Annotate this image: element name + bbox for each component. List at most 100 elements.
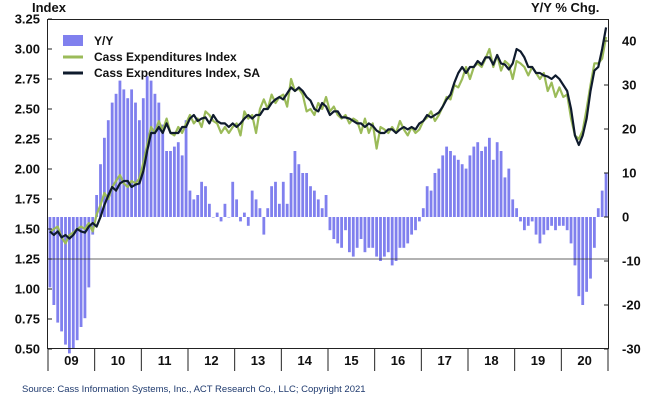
yy-bar <box>464 168 468 217</box>
yy-bar <box>91 217 95 235</box>
left-tick-label: 2.75 <box>15 72 40 87</box>
yy-bar <box>204 186 207 217</box>
yy-bar <box>503 177 507 217</box>
left-axis-title: Index <box>32 0 67 15</box>
yy-bar <box>557 217 561 226</box>
yy-bar <box>102 137 106 217</box>
right-tick-label: -20 <box>622 298 641 313</box>
yy-bar <box>495 142 499 217</box>
yy-bar <box>550 217 554 226</box>
yy-bar <box>258 208 262 217</box>
yy-bar <box>184 120 188 217</box>
yy-bar <box>511 199 515 217</box>
yy-bar <box>106 120 110 217</box>
yy-bar <box>336 217 340 244</box>
yy-bar <box>565 217 569 231</box>
x-tick-label: 09 <box>64 353 78 368</box>
yy-bar <box>324 195 328 217</box>
yy-bar <box>585 217 589 292</box>
yy-bar <box>254 199 258 217</box>
yy-bar <box>211 217 215 218</box>
yy-bar <box>600 190 604 217</box>
yy-bar <box>281 181 285 217</box>
yy-bar <box>379 217 382 261</box>
yy-bar <box>604 173 608 217</box>
yy-bar <box>141 98 145 217</box>
x-tick-label: 14 <box>297 353 312 368</box>
right-axis-title: Y/Y % Chg. <box>531 0 599 15</box>
yy-bar <box>452 155 456 217</box>
yy-bar <box>573 217 577 266</box>
yy-bar <box>274 181 277 217</box>
x-tick-label: 10 <box>111 353 125 368</box>
yy-bar <box>394 217 398 261</box>
yy-bar <box>371 217 375 248</box>
yy-bar <box>176 142 180 217</box>
yy-bar <box>581 217 585 305</box>
x-tick-label: 20 <box>577 353 591 368</box>
right-tick-label: 10 <box>622 166 636 181</box>
yy-bar <box>456 159 460 217</box>
yy-bar <box>351 217 355 257</box>
yy-bar <box>386 217 390 253</box>
yy-bar <box>390 217 394 266</box>
yy-bar <box>95 195 99 217</box>
legend-label-index: Cass Expenditures Index <box>94 50 237 64</box>
yy-bar <box>192 199 196 217</box>
right-tick-label: 30 <box>622 78 636 93</box>
x-tick-label: 11 <box>158 353 172 368</box>
yy-bar <box>87 217 91 288</box>
yy-bar <box>79 217 83 327</box>
yy-bar <box>60 217 64 332</box>
yy-bar <box>491 159 495 217</box>
yy-bar <box>227 217 231 218</box>
yy-bar <box>149 80 153 217</box>
yy-bar <box>188 190 192 217</box>
yy-bar <box>172 146 176 217</box>
legend-swatch-yy <box>63 35 83 46</box>
yy-bar <box>522 217 526 231</box>
legend-label-yy: Y/Y <box>94 34 113 48</box>
right-tick-label: -10 <box>622 254 641 269</box>
left-tick-label: 3.00 <box>15 42 40 57</box>
yy-bar <box>75 217 79 341</box>
yy-bar <box>538 217 542 244</box>
yy-bar <box>223 203 227 217</box>
yy-bar <box>542 217 546 235</box>
yy-bar <box>320 208 324 217</box>
yy-bars <box>48 76 608 354</box>
yy-bar <box>561 217 565 226</box>
yy-bar <box>312 190 316 217</box>
yy-bar <box>487 137 491 217</box>
yy-bar <box>569 217 573 244</box>
yy-bar <box>64 217 67 345</box>
yy-bar <box>344 217 347 231</box>
yy-bar <box>118 80 122 217</box>
yy-bar <box>363 217 367 253</box>
yy-bar <box>347 217 351 253</box>
left-tick-label: 1.00 <box>15 282 40 297</box>
x-tick-label: 16 <box>391 353 405 368</box>
yy-bar <box>519 217 522 222</box>
x-tick-label: 12 <box>204 353 218 368</box>
right-axis: 40 30 20 10 0 -10 -20 -30 <box>604 34 641 357</box>
yy-bar <box>577 217 581 297</box>
yy-bar <box>398 217 402 248</box>
yy-bar <box>367 217 371 248</box>
left-tick-label: 1.25 <box>15 252 40 267</box>
yy-bar <box>219 217 223 222</box>
x-tick-label: 13 <box>251 353 265 368</box>
right-tick-label: 20 <box>622 122 636 137</box>
yy-bar <box>99 164 102 217</box>
yy-bar <box>305 173 309 217</box>
yy-bar <box>180 155 184 217</box>
yy-bar <box>56 217 60 323</box>
yy-bar <box>157 102 161 217</box>
yy-bar <box>402 217 406 248</box>
yy-bar <box>332 217 336 239</box>
yy-bar <box>153 93 157 217</box>
yy-bar <box>137 120 141 217</box>
yy-bar <box>406 217 410 244</box>
yy-bar <box>355 217 359 248</box>
yy-bar <box>250 190 254 217</box>
